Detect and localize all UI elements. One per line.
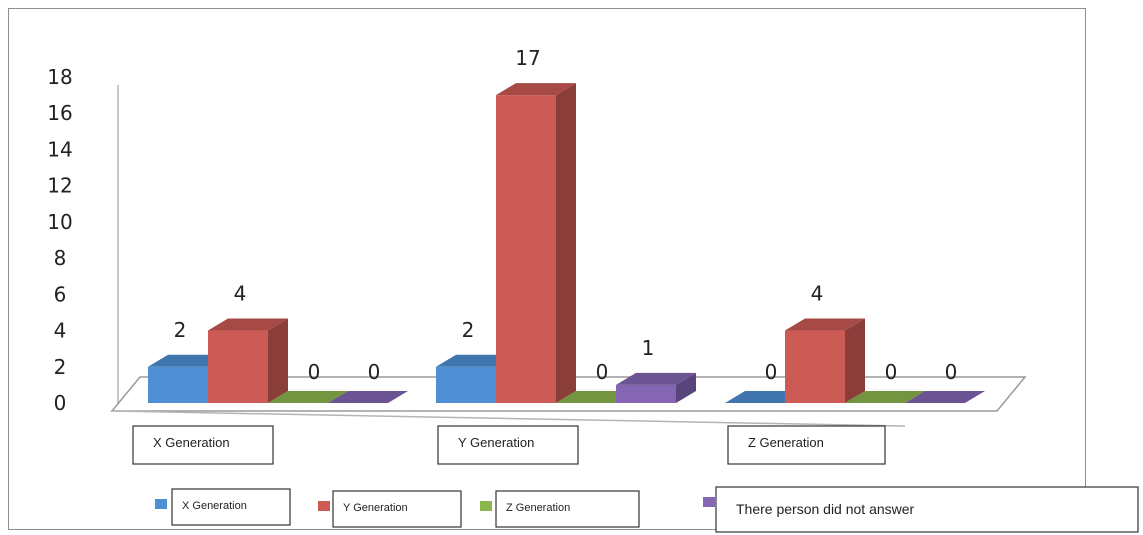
bar-front — [496, 95, 556, 403]
bar-front — [616, 384, 676, 403]
bar-top — [496, 83, 576, 96]
bar-top — [208, 318, 288, 331]
data-label: 0 — [308, 360, 321, 384]
data-label: 2 — [174, 318, 187, 342]
legend-label-box — [715, 486, 1139, 533]
chart-frame — [8, 8, 1086, 530]
bar-side — [676, 372, 696, 403]
y-tick-label: 10 — [47, 210, 72, 234]
bar-side — [268, 318, 288, 403]
data-label: 0 — [368, 360, 381, 384]
bar-side — [845, 318, 865, 403]
data-label: 0 — [596, 360, 609, 384]
legend-swatch — [703, 497, 715, 507]
bar-top — [785, 318, 865, 331]
bar-side — [556, 83, 576, 403]
data-label: 0 — [885, 360, 898, 384]
bar-front — [436, 366, 496, 403]
legend-label-box — [332, 490, 462, 528]
floor-front-edge — [111, 410, 906, 427]
data-label: 4 — [811, 282, 824, 306]
data-label: 0 — [945, 360, 958, 384]
bar-top — [845, 391, 925, 403]
bar-front — [785, 330, 845, 403]
data-label: 17 — [515, 46, 540, 70]
y-tick-label: 0 — [54, 391, 67, 415]
legend-label: There person did not answer — [736, 501, 915, 517]
bar-top — [905, 391, 985, 403]
y-tick-label: 16 — [47, 101, 72, 125]
legend-swatch — [480, 501, 492, 511]
category-label: Z Generation — [748, 435, 824, 450]
data-label: 4 — [234, 282, 247, 306]
legend-swatch — [318, 501, 330, 511]
y-tick-label: 8 — [54, 246, 67, 270]
legend-label-box — [171, 488, 291, 526]
bar-top — [328, 391, 408, 403]
y-tick-label: 6 — [54, 282, 67, 306]
category-label: X Generation — [153, 435, 230, 450]
data-label: 1 — [642, 336, 655, 360]
bar-front — [148, 366, 208, 403]
bar-front — [208, 330, 268, 403]
legend-swatch — [155, 499, 167, 509]
data-label: 0 — [765, 360, 778, 384]
category-label-box — [437, 425, 579, 465]
y-tick-label: 4 — [54, 319, 67, 343]
y-tick-label: 12 — [47, 174, 72, 198]
category-label: Y Generation — [458, 435, 534, 450]
y-tick-label: 18 — [47, 65, 72, 89]
category-label-box — [727, 425, 886, 465]
legend-label-box — [495, 490, 640, 528]
y-tick-label: 14 — [47, 137, 72, 161]
category-label-box — [132, 425, 274, 465]
legend-label: Y Generation — [343, 502, 408, 514]
legend-label: X Generation — [182, 500, 247, 512]
y-tick-label: 2 — [54, 355, 67, 379]
bar-top — [616, 372, 696, 385]
data-label: 2 — [462, 318, 475, 342]
legend-label: Z Generation — [506, 502, 570, 514]
bar-top — [268, 391, 348, 403]
